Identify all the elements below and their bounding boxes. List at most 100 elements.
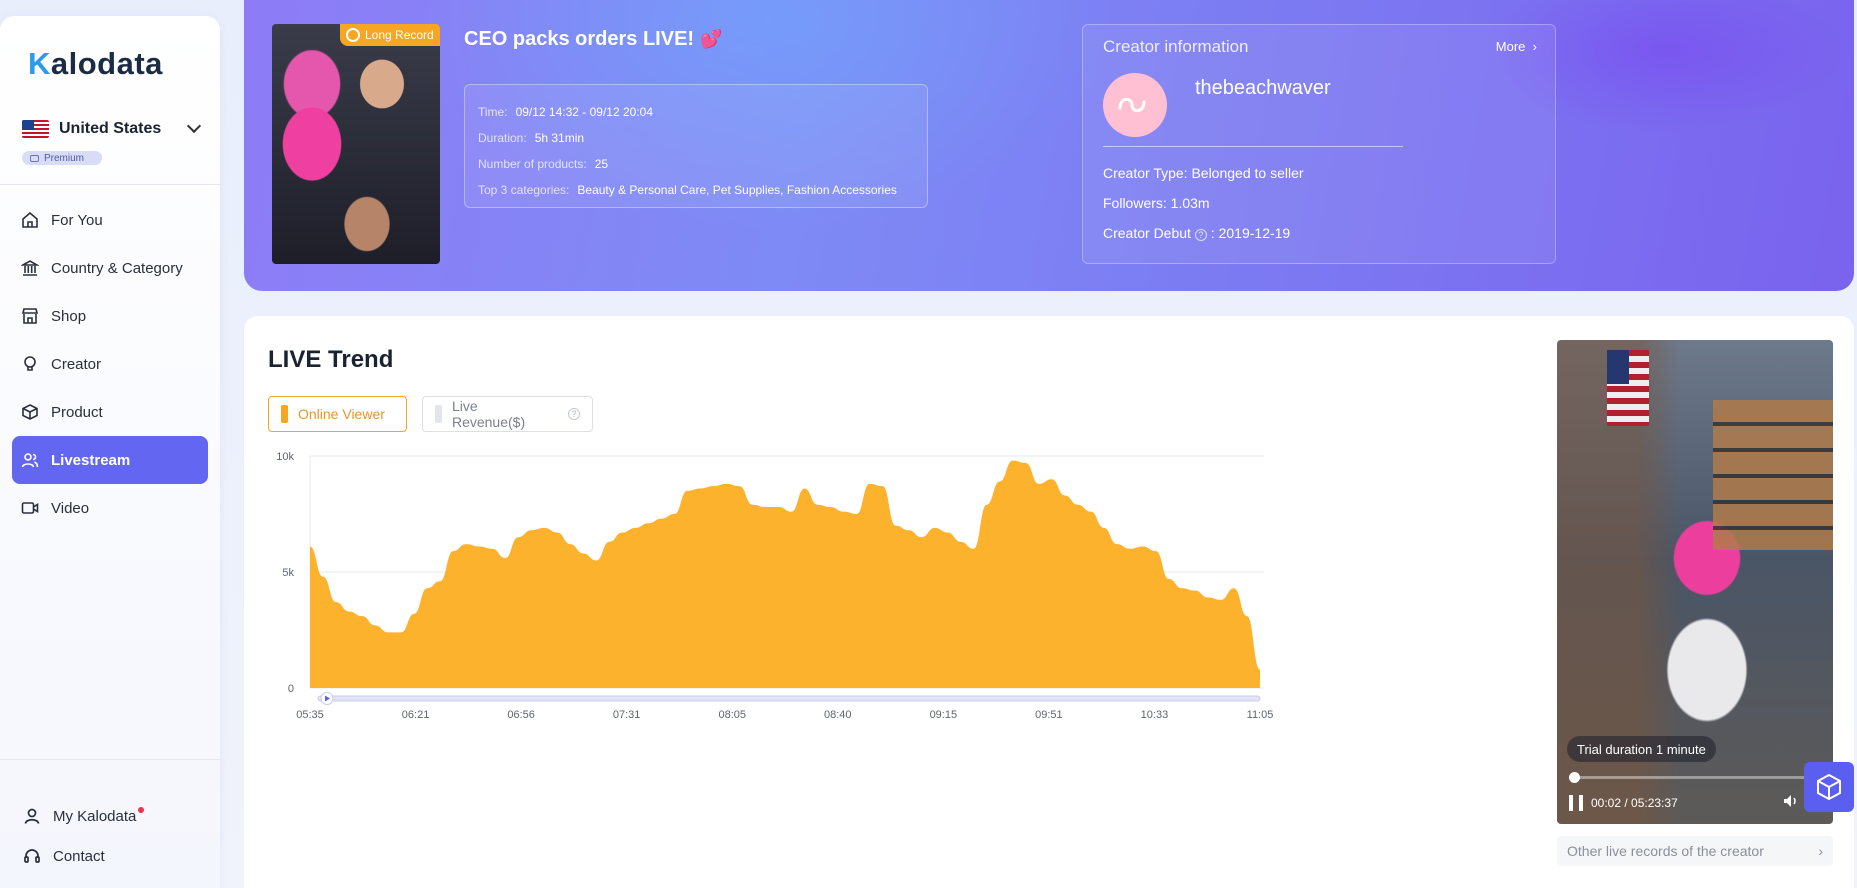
livestream-cover-image[interactable]: Long Record [272,24,440,264]
other-live-records-link[interactable]: Other live records of the creator › [1557,836,1833,866]
x-tick-label: 11:05 [1247,709,1274,721]
x-tick-label: 07:31 [613,709,641,721]
bank-icon [21,259,39,277]
creator-debut: Creator Debut? : 2019-12-19 [1103,225,1290,241]
chevron-down-icon [186,118,202,134]
live-revenue-toggle[interactable]: Live Revenue($) ? [422,396,593,432]
livestream-video-player[interactable]: Trial duration 1 minute 00:02 / 05:23:37 [1557,340,1833,824]
sidebar-bottom-nav: My Kalodata Contact [20,796,210,876]
sidebar-item-label: Country & Category [51,259,183,277]
x-tick-label: 05:35 [296,709,324,721]
creator-debut-label: Creator Debut [1103,225,1191,241]
livestream-info-box: Time: 09/12 14:32 - 09/12 20:04 Duration… [464,84,928,208]
info-duration: Duration: 5h 31min [478,125,914,151]
info-value: 09/12 14:32 - 09/12 20:04 [515,105,654,119]
more-label: More [1495,39,1526,54]
online-viewer-label: Online Viewer [298,406,385,422]
store-icon [21,307,39,325]
x-tick-label: 06:21 [402,709,430,721]
sidebar-item-my-kalodata[interactable]: My Kalodata [20,796,210,836]
sidebar-item-label: Video [51,499,90,517]
online-viewer-area [310,460,1260,688]
y-tick-label: 10k [276,451,294,463]
logo-k: K [28,46,51,81]
cube-icon [1817,773,1841,801]
sidebar-item-label: My Kalodata [53,807,137,825]
x-tick-label: 09:15 [930,709,958,721]
chevron-right-icon: › [1818,843,1823,859]
long-record-label: Long Record [365,28,434,42]
sidebar-item-for-you[interactable]: For You [12,196,208,244]
warehouse-shelf-decoration [1713,400,1833,550]
video-progress-bar[interactable] [1569,772,1819,783]
x-tick-label: 08:40 [824,709,852,721]
video-controls: 00:02 / 05:23:37 [1569,792,1823,814]
sidebar-item-label: For You [51,211,103,229]
sidebar-item-label: Contact [53,847,105,865]
creator-debut-value: : 2019-12-19 [1210,225,1291,241]
online-viewer-toggle[interactable]: Online Viewer [268,396,407,432]
sidebar-item-label: Creator [51,355,102,373]
sidebar-item-video[interactable]: Video [12,484,208,532]
info-key: Number of products: [478,157,587,171]
help-icon[interactable]: ? [568,408,580,420]
country-selector[interactable]: United States [22,116,207,142]
more-link[interactable]: More › [1496,39,1537,54]
info-products: Number of products: 25 [478,151,914,177]
notification-dot [138,807,145,813]
sidebar-item-shop[interactable]: Shop [12,292,208,340]
creator-avatar[interactable] [1103,73,1167,137]
sidebar-nav: For You Country & Category Shop Creator … [12,196,208,532]
y-tick-label: 5k [282,567,294,579]
help-icon[interactable]: ? [1194,229,1207,241]
sidebar-item-creator[interactable]: Creator [12,340,208,388]
sidebar: Kalodata United States Premium For You C… [0,16,220,888]
info-categories: Top 3 categories: Beauty & Personal Care… [478,177,914,203]
info-key: Top 3 categories: [478,183,570,197]
premium-badge: Premium [22,151,102,165]
play-icon [325,695,330,702]
creator-name[interactable]: thebeachwaver [1195,77,1331,99]
record-icon [346,28,360,42]
sidebar-item-livestream[interactable]: Livestream [12,436,208,484]
x-tick-label: 06:56 [507,709,535,721]
range-slider-track[interactable] [317,695,1261,702]
diamond-icon [30,154,39,162]
trial-duration-label: Trial duration 1 minute [1567,736,1716,762]
creator-followers: Followers: 1.03m [1103,195,1210,211]
sidebar-divider [0,184,220,185]
chevron-right-icon: › [1529,39,1537,54]
creator-divider [1103,146,1403,147]
series-color-swatch [281,405,288,423]
kalodata-logo[interactable]: Kalodata [28,46,163,82]
x-tick-label: 10:33 [1141,709,1169,721]
live-revenue-label: Live Revenue($) [451,398,526,430]
user-icon [23,807,41,825]
creator-logo-icon [1118,97,1146,113]
cube-assistant-button[interactable] [1804,762,1854,812]
x-tick-label: 08:05 [718,709,746,721]
livestream-title-text: CEO packs orders LIVE! [464,28,695,50]
users-icon [21,451,39,469]
volume-icon[interactable] [1783,794,1799,813]
live-trend-title: LIVE Trend [268,346,394,373]
sidebar-item-product[interactable]: Product [12,388,208,436]
long-record-badge: Long Record [340,24,440,46]
sidebar-item-contact[interactable]: Contact [20,836,210,876]
video-icon [21,499,39,517]
premium-label: Premium [44,152,85,164]
info-value: Beauty & Personal Care, Pet Supplies, Fa… [577,183,897,197]
series-color-swatch [435,405,442,423]
livestream-title: CEO packs orders LIVE! 💕 [464,28,723,51]
heart-emoji: 💕 [700,29,723,49]
info-time: Time: 09/12 14:32 - 09/12 20:04 [478,99,914,125]
livestream-header: Long Record CEO packs orders LIVE! 💕 Time… [244,0,1854,291]
lightbulb-icon [21,355,39,373]
pause-icon[interactable] [1569,795,1583,811]
sidebar-item-label: Livestream [51,451,131,469]
headset-icon [23,847,41,865]
info-value: 5h 31min [534,131,585,145]
sidebar-item-country-category[interactable]: Country & Category [12,244,208,292]
video-progress-handle[interactable] [1569,772,1580,783]
live-trend-chart: 0 5k 10k 05:35 06:21 06:56 07:31 08:05 08:40 09:1… [276,451,1274,721]
